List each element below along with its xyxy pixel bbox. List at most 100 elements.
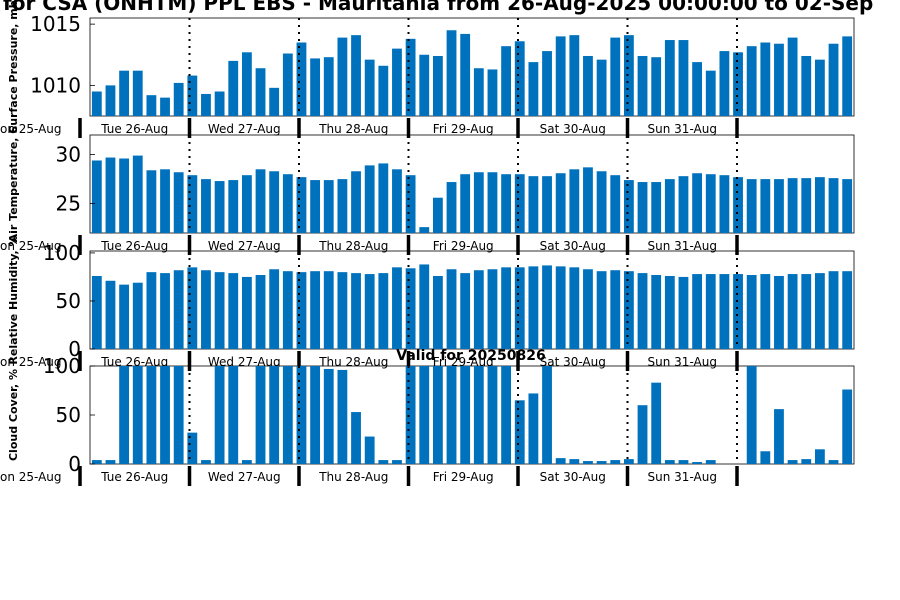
bar	[201, 460, 211, 464]
bar	[501, 46, 512, 116]
bar	[241, 460, 252, 464]
bar	[528, 393, 539, 464]
bar	[91, 91, 102, 116]
bar	[351, 412, 361, 464]
bar	[651, 275, 662, 349]
bar	[405, 366, 416, 464]
bar	[419, 227, 430, 233]
bar	[678, 276, 689, 349]
bar	[337, 179, 348, 233]
bar	[733, 274, 743, 349]
day-label: Sat 30-Aug	[540, 470, 606, 484]
bar	[405, 38, 416, 116]
bar	[596, 171, 607, 233]
bar	[187, 432, 198, 464]
bar	[514, 267, 525, 349]
bar	[828, 271, 839, 349]
bar	[460, 273, 471, 349]
y-tick-label: 100	[43, 241, 81, 265]
bar	[460, 33, 471, 116]
bar	[637, 273, 648, 349]
plot-frame	[89, 250, 855, 350]
bar	[610, 175, 621, 233]
bar	[705, 460, 716, 464]
bar	[323, 271, 334, 349]
bar	[692, 462, 703, 464]
bar	[432, 197, 443, 233]
y-tick-label: 50	[56, 289, 81, 313]
bar	[774, 43, 784, 117]
bar	[146, 95, 157, 116]
bar	[651, 382, 662, 464]
bar	[514, 174, 525, 233]
bar	[814, 177, 825, 233]
day-label: Tue 26-Aug	[100, 470, 168, 484]
bar	[419, 264, 430, 349]
bar	[610, 37, 621, 116]
bar	[173, 366, 184, 464]
bar	[160, 169, 170, 233]
chart-title: for CSA (ONHTM) PPL EBS - Mauritania fro…	[3, 0, 873, 15]
bar	[528, 62, 539, 116]
bar	[323, 180, 334, 233]
bar	[746, 46, 757, 116]
bar	[678, 40, 689, 116]
bar	[692, 62, 703, 116]
bar	[583, 167, 593, 233]
bar	[241, 175, 252, 233]
bar	[269, 87, 280, 116]
bar	[623, 271, 634, 349]
bar	[160, 97, 170, 117]
left-day-label: on 25-Aug	[0, 355, 62, 369]
bar	[173, 270, 184, 349]
bar	[282, 53, 293, 116]
bar	[623, 35, 634, 116]
bar	[542, 176, 552, 233]
bar	[296, 42, 307, 116]
bar	[610, 270, 621, 349]
bar	[119, 70, 130, 116]
panel-1: 1010 1015 Surface Pressure, mb Tue 26-Aug We…	[0, 0, 855, 138]
day-label: Wed 27-Aug	[208, 122, 281, 136]
valid-date-label: Valid for 20250826	[396, 348, 545, 364]
bar	[105, 460, 116, 464]
bar	[228, 60, 239, 117]
bar	[692, 274, 703, 349]
bar	[432, 366, 443, 464]
day-label: Thu 28-Aug	[318, 239, 388, 253]
bar	[501, 174, 512, 233]
bar	[637, 182, 648, 233]
bar	[105, 85, 116, 117]
bar	[828, 178, 839, 233]
day-label: Thu 28-Aug	[318, 122, 388, 136]
bar	[473, 366, 484, 464]
bar	[132, 155, 143, 233]
bar	[432, 55, 443, 116]
bar	[214, 91, 225, 116]
bar	[555, 36, 566, 117]
bar	[760, 42, 771, 116]
bar	[132, 282, 143, 349]
bar	[296, 272, 307, 349]
bar	[514, 400, 525, 464]
bar	[105, 157, 116, 233]
bar	[91, 460, 102, 464]
bar	[787, 37, 798, 116]
bar	[132, 366, 143, 464]
bar	[187, 75, 198, 116]
day-label: Thu 28-Aug	[318, 355, 388, 369]
bar	[774, 179, 784, 233]
day-label: Wed 27-Aug	[208, 355, 281, 369]
bar	[733, 177, 743, 233]
bar	[651, 182, 662, 233]
bar	[774, 409, 784, 464]
bar	[132, 70, 143, 116]
bar	[214, 272, 225, 349]
plot-frame	[89, 17, 855, 117]
bar	[351, 273, 361, 349]
bar	[446, 366, 457, 464]
bar	[692, 173, 703, 233]
bar	[119, 366, 130, 464]
bar	[719, 274, 730, 349]
plot-frame	[89, 134, 855, 234]
